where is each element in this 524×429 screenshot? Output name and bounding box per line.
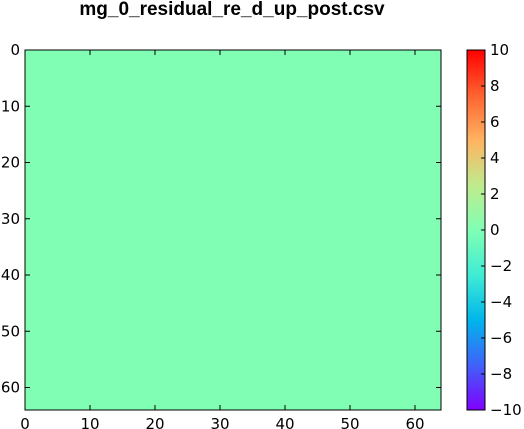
x-tick-label: 0: [20, 415, 30, 429]
x-tick-label: 60: [405, 415, 424, 429]
plot-frame: [24, 49, 442, 411]
colorbar-tick-label: 8: [490, 77, 500, 95]
heatmap-plot-area: [25, 50, 441, 410]
chart-title: mg_0_residual_re_d_up_post.csv: [79, 0, 385, 20]
y-tick-label: 60: [1, 379, 20, 397]
y-tick-label: 30: [1, 210, 20, 228]
colorbar-tick-label: −2: [490, 257, 512, 275]
y-tick-label: 10: [1, 97, 20, 115]
colorbar-tick-label: 0: [490, 221, 500, 239]
colorbar-tick-label: −8: [490, 365, 512, 383]
colorbar-tick-label: −6: [490, 329, 512, 347]
y-tick-label: 0: [10, 41, 20, 59]
x-axis: 0 10 20 30 40 50 60: [20, 50, 425, 429]
y-tick-label: 50: [1, 322, 20, 340]
x-tick-label: 50: [340, 415, 359, 429]
x-tick-label: 40: [275, 415, 294, 429]
x-tick-label: 10: [80, 415, 99, 429]
x-tick-label: 30: [210, 415, 229, 429]
colorbar-tick-label: 10: [490, 41, 509, 59]
y-tick-label: 40: [1, 266, 20, 284]
y-tick-label: 20: [1, 154, 20, 172]
x-tick-label: 20: [145, 415, 164, 429]
colorbar-tick-label: 6: [490, 113, 500, 131]
colorbar-axis: 10 8 6 4 2 0 −2 −4 −6 −8 −10: [481, 41, 522, 419]
colorbar-tick-label: 4: [490, 149, 500, 167]
y-axis: 0 10 20 30 40 50 60: [1, 41, 441, 397]
colorbar-tick-label: 2: [490, 185, 500, 203]
colorbar-tick-label: −10: [490, 401, 522, 419]
colorbar-tick-label: −4: [490, 293, 512, 311]
